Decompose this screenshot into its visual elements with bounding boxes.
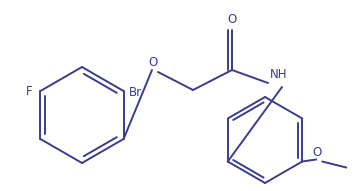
Text: Br: Br: [129, 87, 142, 100]
Text: NH: NH: [270, 68, 288, 81]
Text: O: O: [227, 13, 237, 26]
Text: F: F: [26, 84, 32, 97]
Text: O: O: [313, 146, 322, 159]
Text: O: O: [148, 56, 158, 69]
